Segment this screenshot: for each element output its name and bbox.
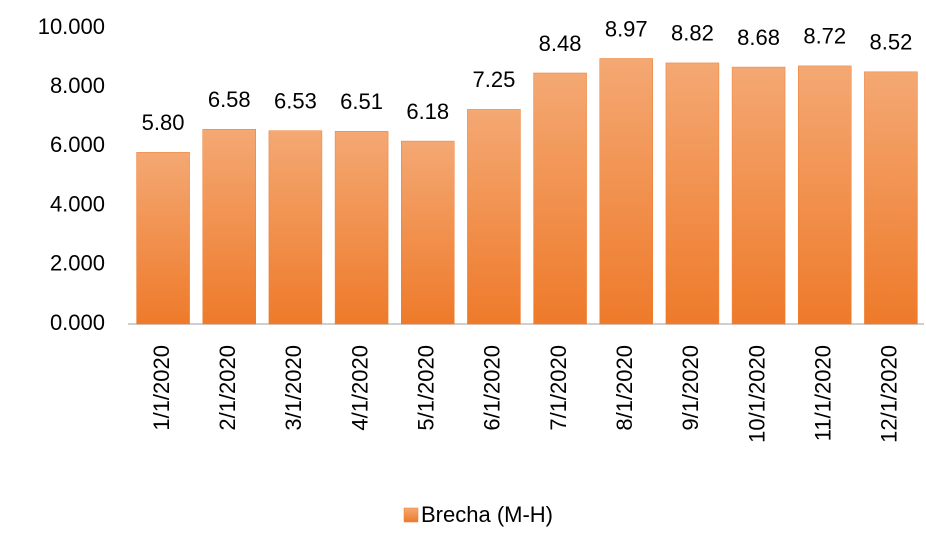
x-tick-label: 5/1/2020 (414, 345, 439, 431)
data-label: 8.82 (671, 21, 714, 46)
x-tick-label: 12/1/2020 (877, 345, 902, 443)
x-tick-label: 7/1/2020 (546, 345, 571, 431)
bar (599, 58, 653, 325)
bar (401, 140, 455, 325)
legend-label: Brecha (M-H) (421, 502, 553, 527)
data-label: 8.72 (803, 24, 846, 49)
x-tick-label: 4/1/2020 (347, 345, 372, 431)
x-tick-label: 2/1/2020 (215, 345, 240, 431)
bar (533, 72, 587, 325)
data-label: 7.25 (473, 67, 516, 92)
x-tick-label: 10/1/2020 (744, 345, 769, 443)
data-label: 6.58 (208, 87, 251, 112)
bar (864, 71, 918, 325)
x-tick-label: 3/1/2020 (281, 345, 306, 431)
y-tick-label: 4.000 (50, 191, 105, 216)
y-tick-label: 0.000 (50, 310, 105, 335)
data-label: 6.53 (274, 89, 317, 114)
x-tick-label: 9/1/2020 (678, 345, 703, 431)
bar (202, 128, 256, 325)
data-label: 8.48 (539, 31, 582, 56)
bar (136, 152, 190, 325)
bar (268, 130, 323, 325)
data-label: 6.51 (340, 89, 383, 114)
bar (731, 66, 786, 325)
x-tick-label: 6/1/2020 (480, 345, 505, 431)
legend-swatch (403, 507, 419, 523)
x-tick-label: 8/1/2020 (612, 345, 637, 431)
bar (334, 131, 389, 325)
y-tick-label: 10.000 (38, 14, 105, 39)
data-label: 8.97 (605, 16, 648, 41)
x-tick-label: 1/1/2020 (149, 345, 174, 431)
y-tick-label: 2.000 (50, 251, 105, 276)
data-label: 5.80 (142, 110, 185, 135)
data-label: 8.52 (870, 30, 913, 55)
bar (665, 62, 720, 325)
y-tick-label: 8.000 (50, 73, 105, 98)
data-label: 8.68 (737, 25, 780, 50)
bar (798, 65, 852, 325)
x-tick-label: 11/1/2020 (811, 345, 836, 441)
data-label: 6.18 (406, 99, 449, 124)
y-tick-label: 6.000 (50, 132, 105, 157)
bar (467, 109, 521, 325)
